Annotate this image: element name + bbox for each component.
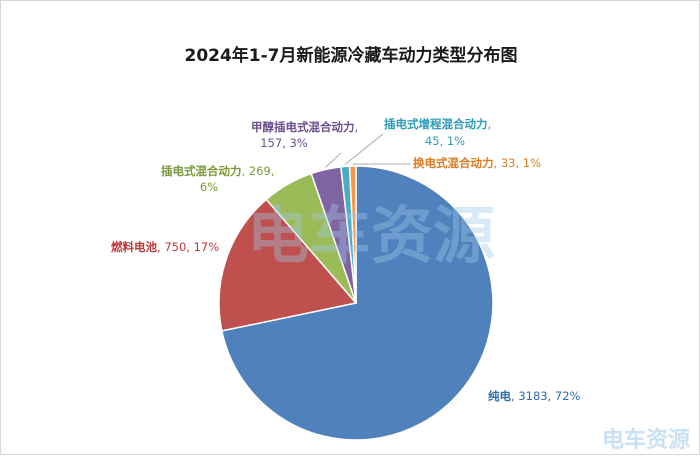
data-label-4-line-2: 157, 3%	[260, 136, 308, 150]
data-label-3-line-2: 6%	[200, 180, 218, 194]
data-label-5-line-1: 插电式增程混合动力,	[384, 117, 491, 131]
data-label-6-line-1: 换电式混合动力, 33, 1%	[413, 156, 541, 170]
data-label-5-line-2: 45, 1%	[425, 134, 465, 148]
leader-line-4	[325, 153, 341, 167]
data-label-3-line-1: 插电式混合动力, 269,	[161, 164, 274, 178]
data-label-4-line-1: 甲醇插电式混合动力,	[251, 120, 358, 134]
chart-title: 2024年1-7月新能源冷藏车动力类型分布图	[184, 45, 517, 66]
leader-line-5	[345, 134, 383, 164]
data-label-2-line-1: 燃料电池, 750, 17%	[110, 240, 219, 254]
watermark-corner: 电车资源	[602, 427, 690, 453]
data-label-1-line-1: 纯电, 3183, 72%	[488, 389, 581, 403]
watermark-center: 电车资源	[247, 199, 495, 272]
